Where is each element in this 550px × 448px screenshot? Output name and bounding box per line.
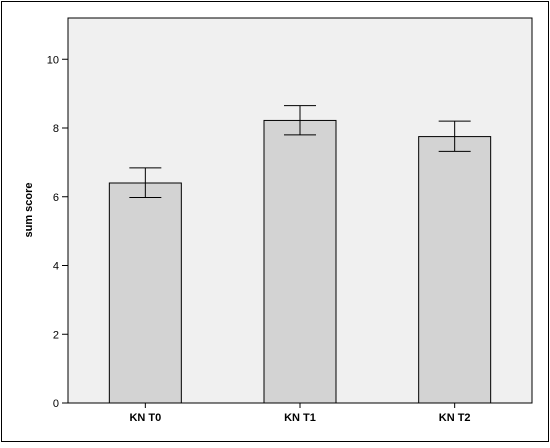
- y-tick-label: 6: [53, 192, 59, 204]
- y-tick-label: 4: [53, 261, 59, 273]
- y-axis-label: sum score: [23, 182, 35, 237]
- x-axis: KN T0 KN T1 KN T2: [129, 403, 471, 424]
- x-tick-label: KN T1: [284, 412, 316, 424]
- y-tick-label: 0: [53, 398, 59, 410]
- x-tick-label: KN T0: [129, 412, 161, 424]
- x-tick-label: KN T2: [439, 412, 471, 424]
- y-tick-label: 2: [53, 329, 59, 341]
- bar: [418, 136, 492, 404]
- bar: [108, 182, 182, 404]
- bar: [263, 119, 337, 404]
- bars-group: [108, 119, 492, 404]
- y-axis: 0 2 4 6 8 10: [47, 54, 68, 410]
- error-bars-group: [129, 105, 471, 198]
- y-tick-label: 10: [47, 54, 59, 66]
- y-tick-label: 8: [53, 123, 59, 135]
